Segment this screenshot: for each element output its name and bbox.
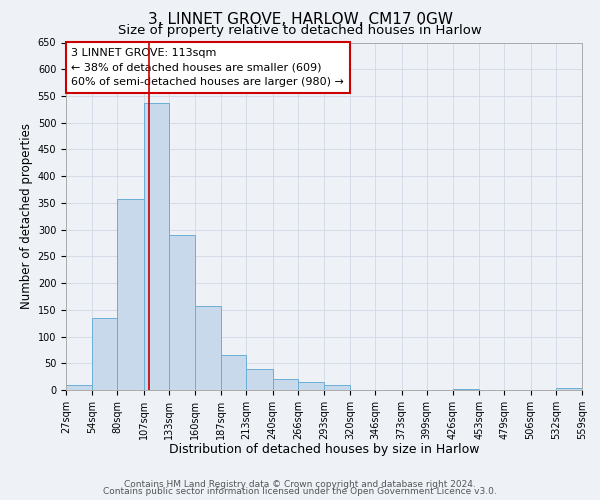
Bar bbox=[221, 355, 247, 390]
Bar bbox=[453, 389, 479, 390]
X-axis label: Distribution of detached houses by size in Harlow: Distribution of detached houses by size … bbox=[169, 444, 479, 456]
Text: 3, LINNET GROVE, HARLOW, CM17 0GW: 3, LINNET GROVE, HARLOW, CM17 0GW bbox=[148, 12, 452, 26]
Bar bbox=[247, 368, 272, 390]
Bar bbox=[298, 382, 324, 390]
Bar bbox=[556, 388, 582, 390]
Bar bbox=[118, 198, 143, 390]
Text: 3 LINNET GROVE: 113sqm
← 38% of detached houses are smaller (609)
60% of semi-de: 3 LINNET GROVE: 113sqm ← 38% of detached… bbox=[71, 48, 344, 88]
Bar bbox=[143, 103, 169, 390]
Y-axis label: Number of detached properties: Number of detached properties bbox=[20, 123, 34, 309]
Bar bbox=[66, 384, 92, 390]
Text: Contains HM Land Registry data © Crown copyright and database right 2024.: Contains HM Land Registry data © Crown c… bbox=[124, 480, 476, 489]
Text: Contains public sector information licensed under the Open Government Licence v3: Contains public sector information licen… bbox=[103, 487, 497, 496]
Text: Size of property relative to detached houses in Harlow: Size of property relative to detached ho… bbox=[118, 24, 482, 37]
Bar bbox=[272, 380, 298, 390]
Bar bbox=[195, 306, 221, 390]
Bar bbox=[324, 384, 350, 390]
Bar bbox=[169, 235, 195, 390]
Bar bbox=[92, 318, 118, 390]
